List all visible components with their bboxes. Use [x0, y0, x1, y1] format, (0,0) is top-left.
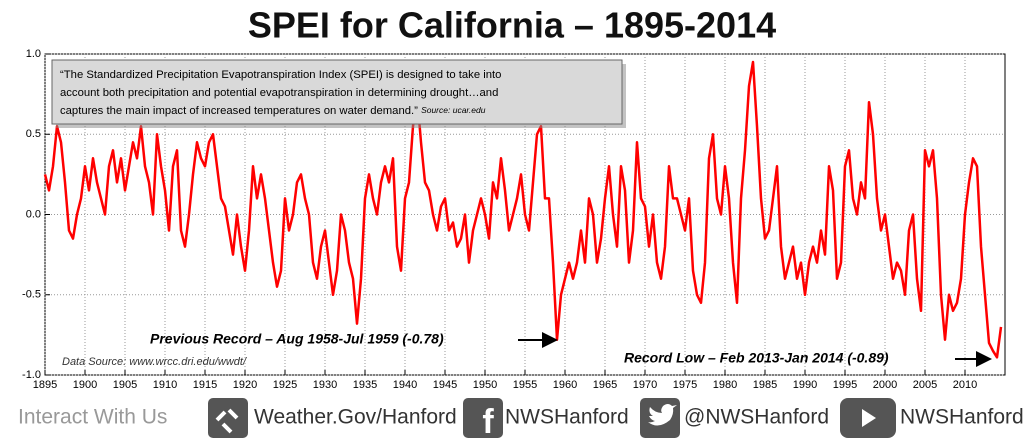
footer-link[interactable]: @NWSHanford — [684, 406, 829, 429]
link-glyph — [215, 408, 239, 434]
x-tick-label: 1985 — [753, 379, 777, 391]
y-tick-label: 0.0 — [26, 208, 41, 220]
quote-text: captures the main impact of increased te… — [60, 105, 418, 117]
annotation: Previous Record – Aug 1958-Jul 1959 (-0.… — [150, 331, 444, 347]
twitter-glyph — [648, 404, 677, 426]
x-tick-label: 1915 — [193, 379, 217, 391]
x-tick-label: 1965 — [593, 379, 617, 391]
quote-source: Source: ucar.edu — [421, 105, 486, 115]
x-tick-label: 1980 — [713, 379, 737, 391]
x-tick-label: 1970 — [633, 379, 657, 391]
x-tick-label: 2010 — [953, 379, 977, 391]
quote-line: “The Standardized Precipitation Evapotra… — [60, 69, 501, 81]
link-icon — [208, 398, 248, 438]
quote-line: account both precipitation and potential… — [60, 87, 498, 99]
quote-box — [51, 59, 623, 125]
x-tick-label: 1905 — [113, 379, 137, 391]
y-tick-label: 0.5 — [26, 128, 41, 140]
youtube-glyph — [862, 409, 876, 427]
x-tick-label: 1960 — [553, 379, 577, 391]
x-tick-label: 1975 — [673, 379, 697, 391]
facebook-glyph: f — [482, 403, 494, 441]
x-tick-label: 1925 — [273, 379, 297, 391]
annotation: Record Low – Feb 2013-Jan 2014 (-0.89) — [624, 350, 889, 366]
facebook-icon — [463, 398, 503, 438]
footer-link[interactable]: NWSHanford — [505, 406, 629, 429]
y-tick-label: -1.0 — [22, 369, 41, 381]
x-tick-label: 1935 — [353, 379, 377, 391]
quote-line: captures the main impact of increased te… — [60, 105, 486, 117]
y-tick-label: 1.0 — [26, 48, 41, 60]
series-line — [43, 60, 1003, 359]
x-tick-label: 1895 — [33, 379, 57, 391]
footer-link[interactable]: Weather.Gov/Hanford — [254, 406, 457, 429]
footer: Interact With Us Weather.Gov/Hanford f N… — [18, 398, 1024, 441]
x-tick-label: 1910 — [153, 379, 177, 391]
x-tick-label: 2000 — [873, 379, 897, 391]
x-tick-label: 2005 — [913, 379, 937, 391]
x-tick-label: 1940 — [393, 379, 417, 391]
x-tick-label: 1995 — [833, 379, 857, 391]
y-tick-label: -0.5 — [22, 289, 41, 301]
data-source: Data Source: www.wrcc.dri.edu/wwdt/ — [62, 356, 247, 368]
x-tick-label: 1900 — [73, 379, 97, 391]
x-tick-label: 1920 — [233, 379, 257, 391]
x-tick-label: 1990 — [793, 379, 817, 391]
footer-link[interactable]: NWSHanford — [900, 406, 1024, 429]
x-tick-label: 1950 — [473, 379, 497, 391]
footer-label: Interact With Us — [18, 406, 167, 429]
x-tick-label: 1945 — [433, 379, 457, 391]
x-tick-label: 1955 — [513, 379, 537, 391]
x-tick-label: 1930 — [313, 379, 337, 391]
chart-title: SPEI for California – 1895-2014 — [248, 5, 776, 46]
